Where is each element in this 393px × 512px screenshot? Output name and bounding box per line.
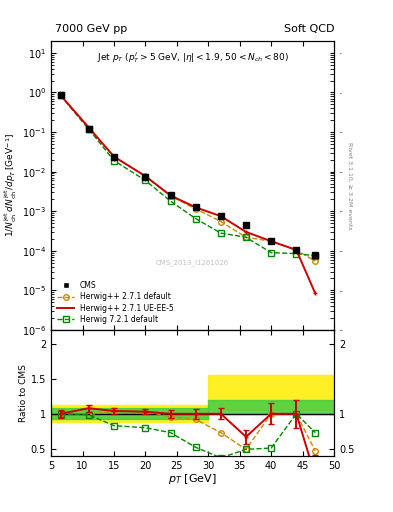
Text: 7000 GeV pp: 7000 GeV pp xyxy=(55,24,127,34)
Y-axis label: $1/N_\mathrm{ch}^\mathrm{jet}\,dN_\mathrm{ch}^\mathrm{jet}/dp_T\,[\mathrm{GeV}^{: $1/N_\mathrm{ch}^\mathrm{jet}\,dN_\mathr… xyxy=(3,134,19,238)
Y-axis label: Ratio to CMS: Ratio to CMS xyxy=(19,364,28,422)
Y-axis label: Rivet 3.1.10, ≥ 3.2M events: Rivet 3.1.10, ≥ 3.2M events xyxy=(348,142,353,229)
Text: CMS_2013_I1261026: CMS_2013_I1261026 xyxy=(156,260,229,266)
Text: Jet $p_T$ ($p_T^l>5$ GeV, $|\eta|<1.9$, $50<N_{ch}<80$): Jet $p_T$ ($p_T^l>5$ GeV, $|\eta|<1.9$, … xyxy=(97,50,288,65)
X-axis label: $p_T$ [GeV]: $p_T$ [GeV] xyxy=(168,472,217,486)
Text: Soft QCD: Soft QCD xyxy=(284,24,334,34)
Legend: CMS, Herwig++ 2.7.1 default, Herwig++ 2.7.1 UE-EE-5, Herwig 7.2.1 default: CMS, Herwig++ 2.7.1 default, Herwig++ 2.… xyxy=(55,279,176,326)
